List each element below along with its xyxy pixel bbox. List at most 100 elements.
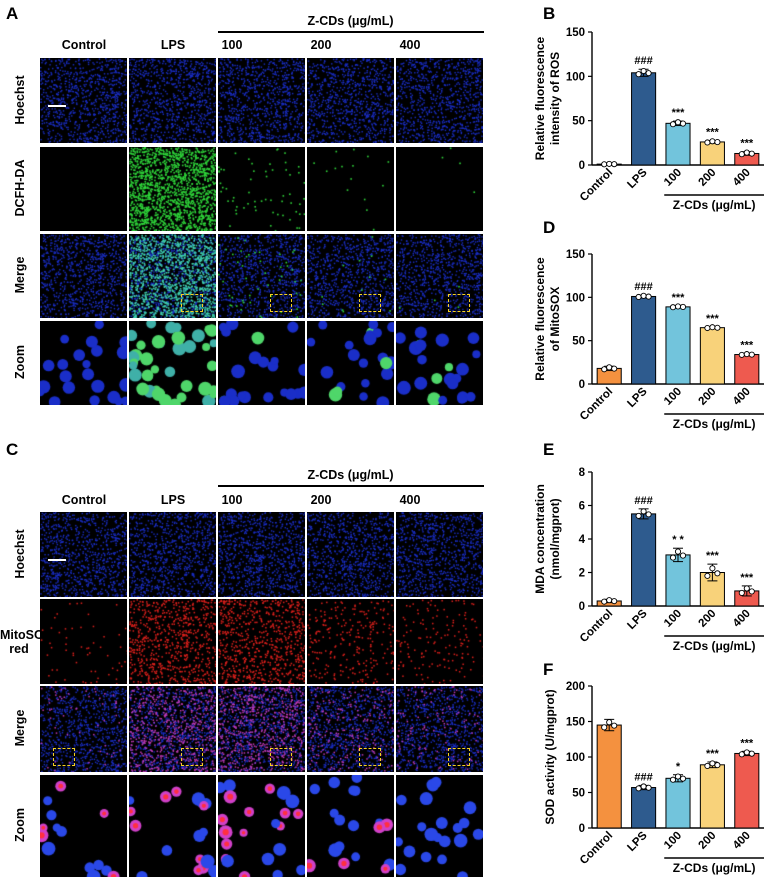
category-label-lps: LPS	[625, 166, 650, 191]
micrograph-a-dcfh-da-control	[40, 147, 127, 231]
micrograph-a-hoechst-400	[396, 58, 483, 143]
bar-100	[665, 554, 691, 607]
data-point	[748, 588, 755, 595]
bar-200	[699, 764, 725, 829]
zoom-region-box	[359, 294, 382, 313]
row-label-zoom: Zoom	[13, 807, 27, 843]
zoom-region-box	[270, 747, 293, 766]
column-label-lps: LPS	[160, 38, 186, 52]
significance-label: ###	[634, 771, 652, 783]
data-point	[748, 351, 755, 358]
y-tick-label: 100	[566, 71, 585, 83]
micrograph-c-mitosox-red-400	[396, 599, 483, 684]
data-point	[640, 292, 647, 299]
y-axis-label: SOD activity (U/mgprot)	[543, 689, 557, 824]
micrograph-a-merge-lps	[129, 234, 216, 318]
category-label-400: 400	[731, 167, 753, 189]
data-point	[748, 150, 755, 157]
data-point	[674, 773, 682, 780]
micrograph-a-merge-control	[40, 234, 127, 318]
column-label-400: 400	[399, 38, 421, 52]
micrograph-c-mitosox-red-200	[307, 599, 394, 684]
micrograph-a-zoom-100	[218, 321, 305, 405]
y-axis-label: of MitoSOX	[548, 287, 562, 352]
data-point	[743, 149, 750, 156]
data-point	[640, 508, 647, 515]
significance-label: * *	[672, 534, 684, 546]
y-tick-label: 0	[579, 160, 585, 172]
z-cds-group-line	[218, 31, 484, 33]
micrograph-c-mitosox-red-lps	[129, 599, 216, 684]
z-cds-group-header: Z-CDs (μg/mL)	[307, 468, 394, 482]
column-label-control: Control	[61, 38, 107, 52]
column-label-100: 100	[221, 38, 243, 52]
data-point	[748, 750, 755, 757]
zoom-region-box	[448, 294, 471, 313]
significance-label: ###	[634, 495, 652, 507]
micrograph-a-zoom-lps	[129, 321, 216, 405]
chart-e-mda: 0 2 4 6 8 MDA concentration (nmol/mgprot) Contr…	[533, 467, 764, 653]
chart-d-mitosox: 0 50 100 150 Relative fluorescence of MitoSOX…	[533, 249, 764, 431]
data-point	[606, 160, 613, 167]
data-point	[606, 597, 613, 604]
category-label-lps: LPS	[625, 385, 650, 410]
significance-label: ***	[706, 313, 720, 325]
data-point	[709, 324, 716, 331]
data-point	[669, 554, 677, 561]
zoom-region-box	[181, 747, 204, 766]
data-point	[635, 71, 642, 78]
micrograph-c-hoechst-200	[307, 512, 394, 597]
z-cds-group-line	[218, 485, 484, 487]
category-label-400: 400	[731, 608, 753, 630]
data-point	[635, 785, 642, 792]
significance-label: ***	[740, 737, 754, 749]
panel-letter-f: F	[543, 660, 554, 679]
data-point	[635, 512, 642, 519]
micrograph-a-merge-100	[218, 234, 305, 318]
category-label-control: Control	[578, 386, 615, 423]
micrograph-a-dcfh-da-lps	[129, 147, 216, 231]
y-axis-label: MDA concentration	[533, 484, 547, 594]
group-label: Z-CDs (μg/mL)	[673, 198, 756, 212]
data-point	[704, 762, 711, 769]
data-point	[679, 552, 687, 559]
micrograph-panel-a: Z-CDs (μg/mL) Control LPS 100 200 400 Hoechst D…	[0, 0, 540, 440]
data-point	[669, 776, 677, 783]
row-label-zoom: Zoom	[13, 344, 27, 380]
bar-100	[665, 306, 691, 385]
data-point	[738, 589, 745, 596]
micrograph-a-merge-200	[307, 234, 394, 318]
bar-lps	[631, 513, 657, 607]
row-label-hoechst: Hoechst	[13, 528, 27, 579]
column-label-200: 200	[310, 38, 332, 52]
y-tick-label: 150	[566, 717, 585, 729]
y-tick-label: 150	[566, 249, 585, 261]
micrograph-c-hoechst-400	[396, 512, 483, 597]
row-label-hoechst: Hoechst	[13, 74, 27, 125]
data-point	[679, 303, 687, 311]
category-label-100: 100	[662, 608, 684, 630]
category-label-200: 200	[696, 386, 718, 408]
data-point	[645, 70, 652, 77]
micrograph-c-hoechst-lps	[129, 512, 216, 597]
group-label: Z-CDs (μg/mL)	[673, 417, 756, 431]
micrograph-c-hoechst-100	[218, 512, 305, 597]
micrograph-c-merge-lps	[129, 686, 216, 772]
micrograph-a-dcfh-da-200	[307, 147, 394, 231]
data-point	[738, 151, 745, 158]
panel-letter-c: C	[6, 440, 19, 459]
y-tick-label: 0	[579, 823, 585, 835]
bar-100	[665, 122, 691, 166]
y-tick-label: 200	[566, 681, 585, 693]
y-tick-label: 50	[572, 788, 585, 800]
y-tick-label: 6	[579, 501, 585, 513]
micrograph-c-zoom-200	[307, 775, 394, 877]
data-point	[674, 548, 682, 555]
data-point	[743, 585, 750, 592]
row-label-mitosox-red: MitoSOX red	[0, 627, 53, 656]
zoom-region-box	[448, 747, 471, 766]
micrograph-a-hoechst-control	[40, 58, 127, 143]
data-point	[674, 303, 682, 310]
data-point	[704, 139, 711, 146]
data-point	[674, 119, 682, 126]
